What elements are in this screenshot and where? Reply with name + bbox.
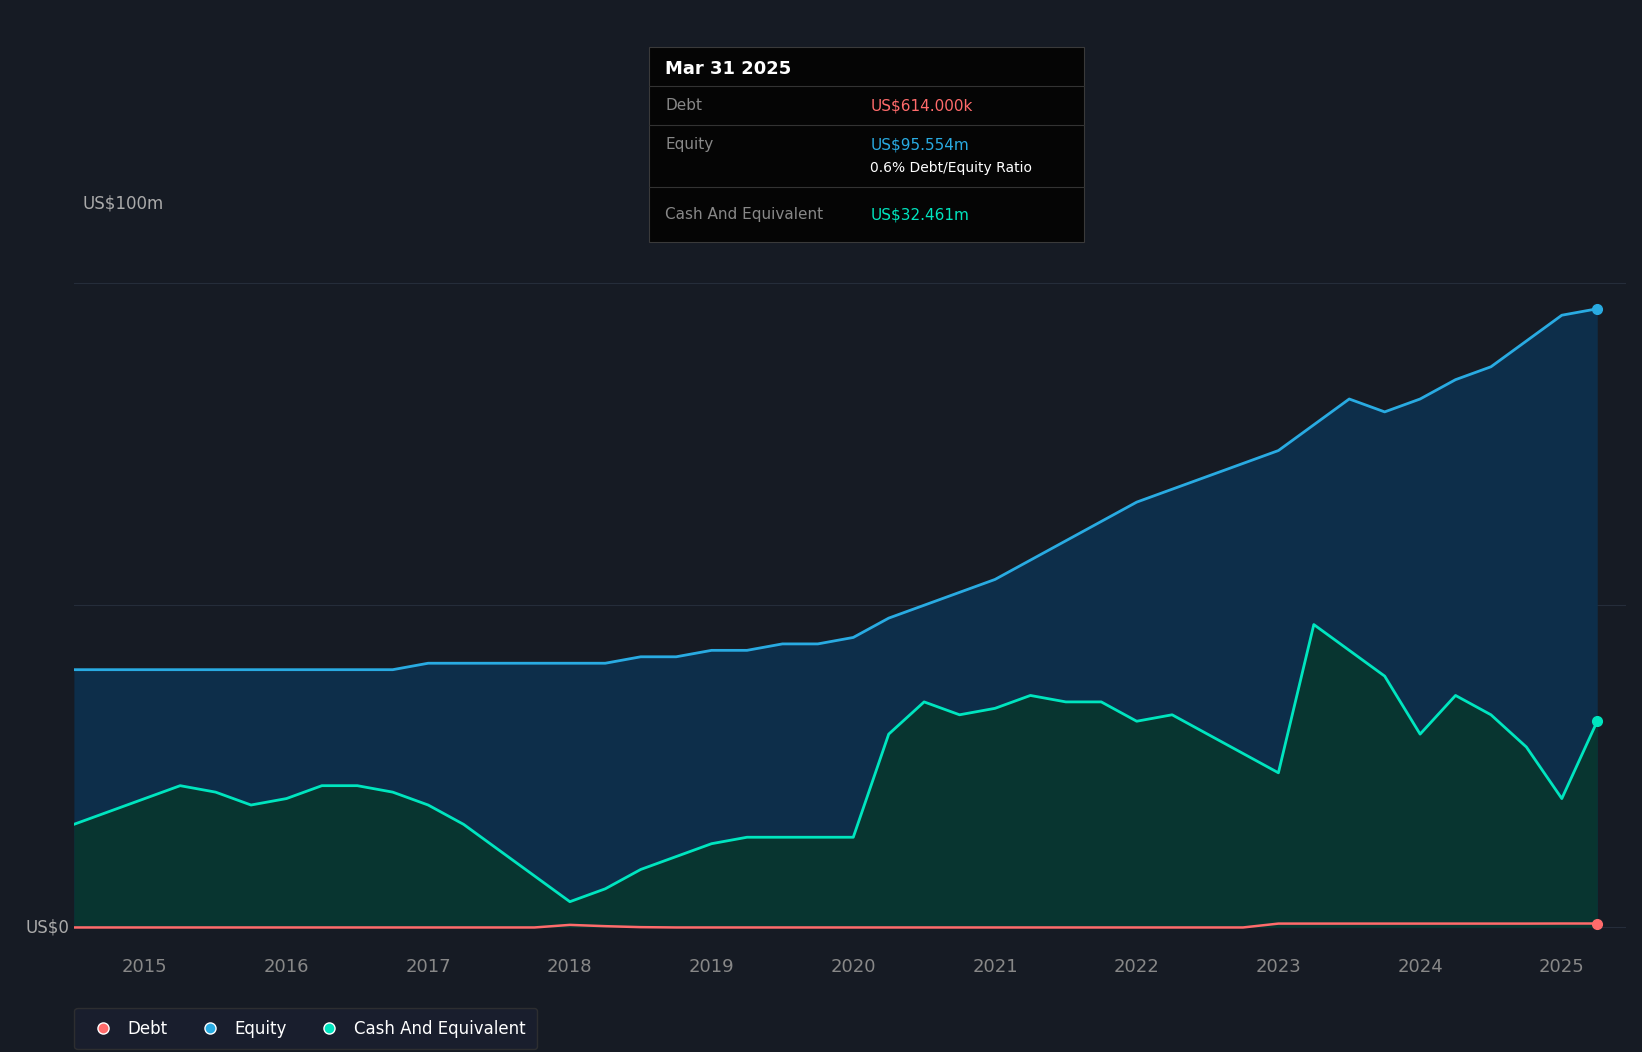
Text: US$100m: US$100m <box>82 195 163 213</box>
Text: US$0: US$0 <box>25 918 69 936</box>
Text: Equity: Equity <box>665 137 713 153</box>
Legend: Debt, Equity, Cash And Equivalent: Debt, Equity, Cash And Equivalent <box>74 1008 537 1049</box>
Text: 0.6% Debt/Equity Ratio: 0.6% Debt/Equity Ratio <box>870 161 1033 175</box>
Text: Mar 31 2025: Mar 31 2025 <box>665 60 791 78</box>
Text: US$32.461m: US$32.461m <box>870 207 969 222</box>
Text: US$614.000k: US$614.000k <box>870 98 972 114</box>
Text: Debt: Debt <box>665 98 703 114</box>
Text: US$95.554m: US$95.554m <box>870 137 969 153</box>
Text: Cash And Equivalent: Cash And Equivalent <box>665 207 823 222</box>
